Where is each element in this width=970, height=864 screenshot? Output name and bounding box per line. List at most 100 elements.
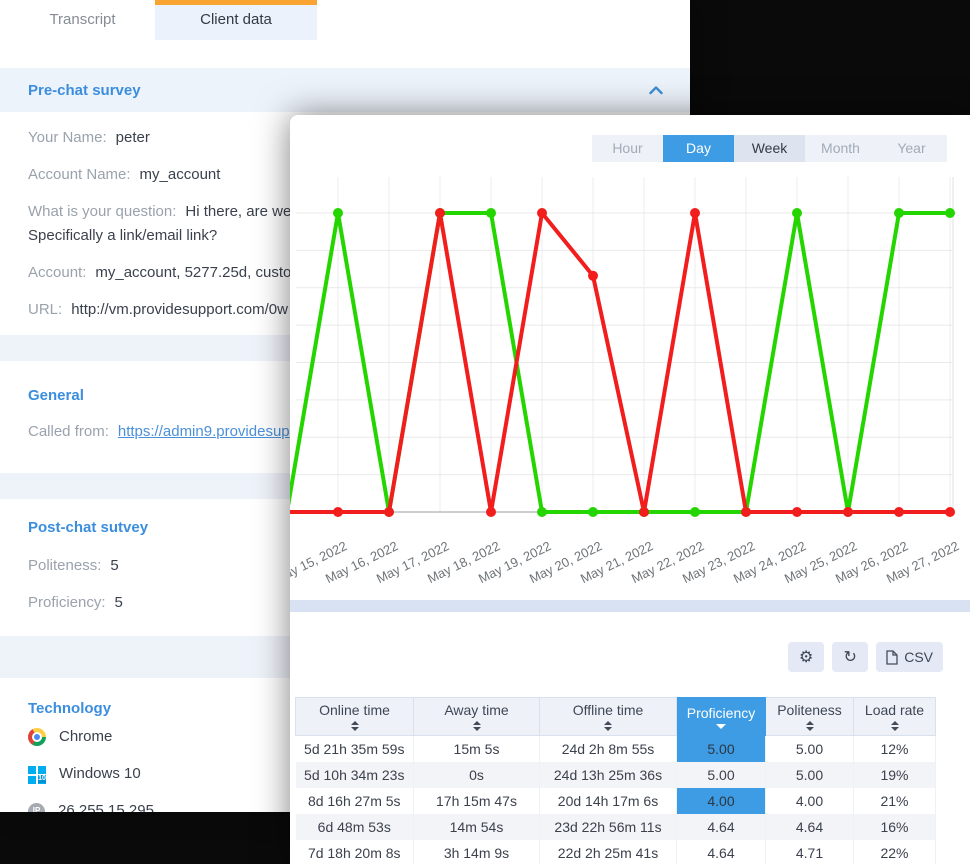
stats-window: Hour Day Week Month Year May 15, 2022 May 16,… (290, 115, 970, 864)
csv-button-label: CSV (904, 649, 933, 665)
table-cell: 4.00 (765, 787, 854, 814)
data-point (690, 507, 700, 517)
post-chat-title: Post-chat sutvey (28, 519, 149, 536)
ip-address: 26.255.15.295 (58, 802, 154, 812)
active-tab-accent-bar (155, 0, 317, 5)
field-value: my_account, 5277.25d, custor (95, 264, 297, 281)
data-point (537, 208, 547, 218)
pre-chat-survey-title: Pre-chat survey (28, 81, 141, 99)
period-tab-month[interactable]: Month (805, 135, 876, 162)
field-label: Account: (28, 264, 87, 281)
field-url: URL: http://vm.providesupport.com/0w (0, 299, 690, 321)
field-value: Hi there, are we (185, 203, 292, 220)
field-proficiency: Proficiency: 5 (0, 592, 690, 614)
collapse-section-button[interactable] (648, 82, 664, 98)
field-called-from: Called from: https://admin9.providesup (0, 421, 690, 443)
field-politeness: Politeness: 5 (0, 555, 690, 577)
csv-export-button[interactable]: CSV (876, 642, 943, 672)
ip-icon: IP (28, 802, 45, 812)
refresh-icon: ↻ (843, 647, 857, 666)
table-cell: 21% (853, 787, 936, 814)
table-cell: 6d 48m 53s (295, 813, 414, 840)
table-row: 5d 10h 34m 23s 0s 24d 13h 25m 36s 5.00 5.00 1… (295, 761, 936, 788)
table-card: ⚙ ↻ CSV Online time Away time Offline time… (290, 612, 970, 864)
data-point (639, 507, 649, 517)
general-title: General (28, 387, 84, 404)
period-tab-day[interactable]: Day (663, 135, 734, 162)
field-value: Specifically a link/email link? (28, 227, 218, 244)
data-point (792, 507, 802, 517)
table-cell: 24d 13h 25m 36s (539, 761, 677, 788)
table-cell: 5.00 (765, 761, 854, 788)
table-row: 8d 16h 27m 5s 17h 15m 47s 20d 14h 17m 6s 4.… (295, 787, 936, 814)
data-point (843, 507, 853, 517)
field-account-name: Account Name: my_account (0, 164, 690, 186)
table-cell: 4.64 (676, 813, 766, 840)
panel-tabbar: Transcript Client data (0, 0, 690, 40)
data-point (894, 208, 904, 218)
column-header-away-time[interactable]: Away time (413, 697, 540, 736)
column-header-offline-time[interactable]: Offline time (539, 697, 677, 736)
table-row: 5d 21h 35m 59s 15m 5s 24d 2h 8m 55s 5.00 5.0… (295, 735, 936, 762)
period-tab-hour[interactable]: Hour (592, 135, 663, 162)
refresh-button[interactable]: ↻ (832, 642, 869, 672)
sort-arrows-icon (350, 721, 359, 731)
column-header-online-time[interactable]: Online time (295, 697, 414, 736)
table-cell: 4.00 (676, 787, 766, 814)
file-icon (886, 649, 898, 665)
column-header-politeness[interactable]: Politeness (765, 697, 854, 736)
field-value: 5 (114, 594, 123, 611)
field-value: peter (115, 129, 150, 146)
column-label: Load rate (864, 702, 925, 718)
chrome-icon (28, 728, 46, 746)
table-cell: 3h 14m 9s (413, 839, 540, 864)
data-point (486, 208, 496, 218)
table-cell: 4.71 (765, 839, 854, 864)
settings-button[interactable]: ⚙ (788, 642, 825, 672)
tab-client-data[interactable]: Client data (155, 0, 317, 40)
period-tab-year[interactable]: Year (876, 135, 947, 162)
column-header-load-rate[interactable]: Load rate (853, 697, 936, 736)
field-your-name: Your Name: peter (0, 127, 690, 149)
field-label: Politeness: (28, 557, 102, 574)
data-point (945, 507, 955, 517)
sort-desc-icon (716, 723, 726, 729)
data-point (537, 507, 547, 517)
tab-client-data-label: Client data (200, 11, 272, 28)
field-label: Called from: (28, 423, 109, 440)
sort-arrows-icon (805, 721, 814, 731)
period-tab-week[interactable]: Week (734, 135, 805, 162)
table-cell: 20d 14h 17m 6s (539, 787, 677, 814)
technology-ip-row: IP 26.255.15.295 (0, 800, 690, 812)
table-cell: 23d 22h 56m 11s (539, 813, 677, 840)
field-value: http://vm.providesupport.com/0w (71, 301, 288, 318)
table-cell: 12% (853, 735, 936, 762)
table-cell: 17h 15m 47s (413, 787, 540, 814)
table-cell: 5.00 (676, 735, 766, 762)
technology-header: Technology (0, 698, 690, 720)
column-header-proficiency[interactable]: Proficiency (676, 697, 766, 736)
red-series-line (290, 208, 950, 514)
browser-name: Chrome (59, 728, 113, 745)
table-row: 6d 48m 53s 14m 54s 23d 22h 56m 11s 4.64 4.64… (295, 813, 936, 840)
tab-transcript[interactable]: Transcript (49, 11, 116, 28)
stats-table: Online time Away time Offline time Proficie… (295, 697, 936, 864)
data-point (945, 208, 955, 218)
table-cell: 0s (413, 761, 540, 788)
data-point (792, 208, 802, 218)
column-label: Proficiency (686, 704, 756, 721)
field-label: What is your question: (28, 203, 177, 220)
chart-card: Hour Day Week Month Year May 15, 2022 May 16,… (290, 115, 970, 600)
called-from-link[interactable]: https://admin9.providesup (117, 423, 290, 440)
field-question: What is your question: Hi there, are we (0, 201, 690, 223)
windows-icon: 10 (28, 765, 46, 784)
table-cell: 5.00 (765, 735, 854, 762)
table-cell: 15m 5s (413, 735, 540, 762)
table-toolbar: ⚙ ↻ CSV (788, 642, 943, 672)
technology-browser-row: Chrome (0, 726, 690, 748)
field-value: my_account (139, 166, 221, 183)
table-cell: 4.64 (765, 813, 854, 840)
data-point (588, 270, 598, 281)
